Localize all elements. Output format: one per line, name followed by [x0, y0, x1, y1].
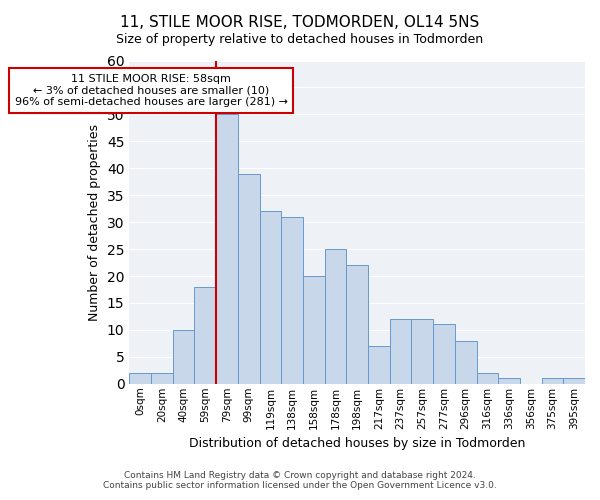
Bar: [390, 319, 412, 384]
Text: Contains HM Land Registry data © Crown copyright and database right 2024.
Contai: Contains HM Land Registry data © Crown c…: [103, 470, 497, 490]
Bar: [151, 373, 173, 384]
Text: Size of property relative to detached houses in Todmorden: Size of property relative to detached ho…: [116, 32, 484, 46]
Bar: [433, 324, 455, 384]
Bar: [346, 265, 368, 384]
Y-axis label: Number of detached properties: Number of detached properties: [88, 124, 101, 320]
Bar: [455, 340, 476, 384]
Bar: [412, 319, 433, 384]
Text: 11 STILE MOOR RISE: 58sqm
← 3% of detached houses are smaller (10)
96% of semi-d: 11 STILE MOOR RISE: 58sqm ← 3% of detach…: [14, 74, 287, 107]
Bar: [173, 330, 194, 384]
Bar: [194, 287, 216, 384]
Bar: [476, 373, 498, 384]
Bar: [238, 174, 260, 384]
Bar: [368, 346, 390, 384]
Bar: [303, 276, 325, 384]
Bar: [498, 378, 520, 384]
X-axis label: Distribution of detached houses by size in Todmorden: Distribution of detached houses by size …: [189, 437, 526, 450]
Bar: [542, 378, 563, 384]
Bar: [281, 216, 303, 384]
Bar: [325, 249, 346, 384]
Bar: [130, 373, 151, 384]
Bar: [260, 212, 281, 384]
Bar: [216, 114, 238, 384]
Bar: [563, 378, 585, 384]
Text: 11, STILE MOOR RISE, TODMORDEN, OL14 5NS: 11, STILE MOOR RISE, TODMORDEN, OL14 5NS: [121, 15, 479, 30]
